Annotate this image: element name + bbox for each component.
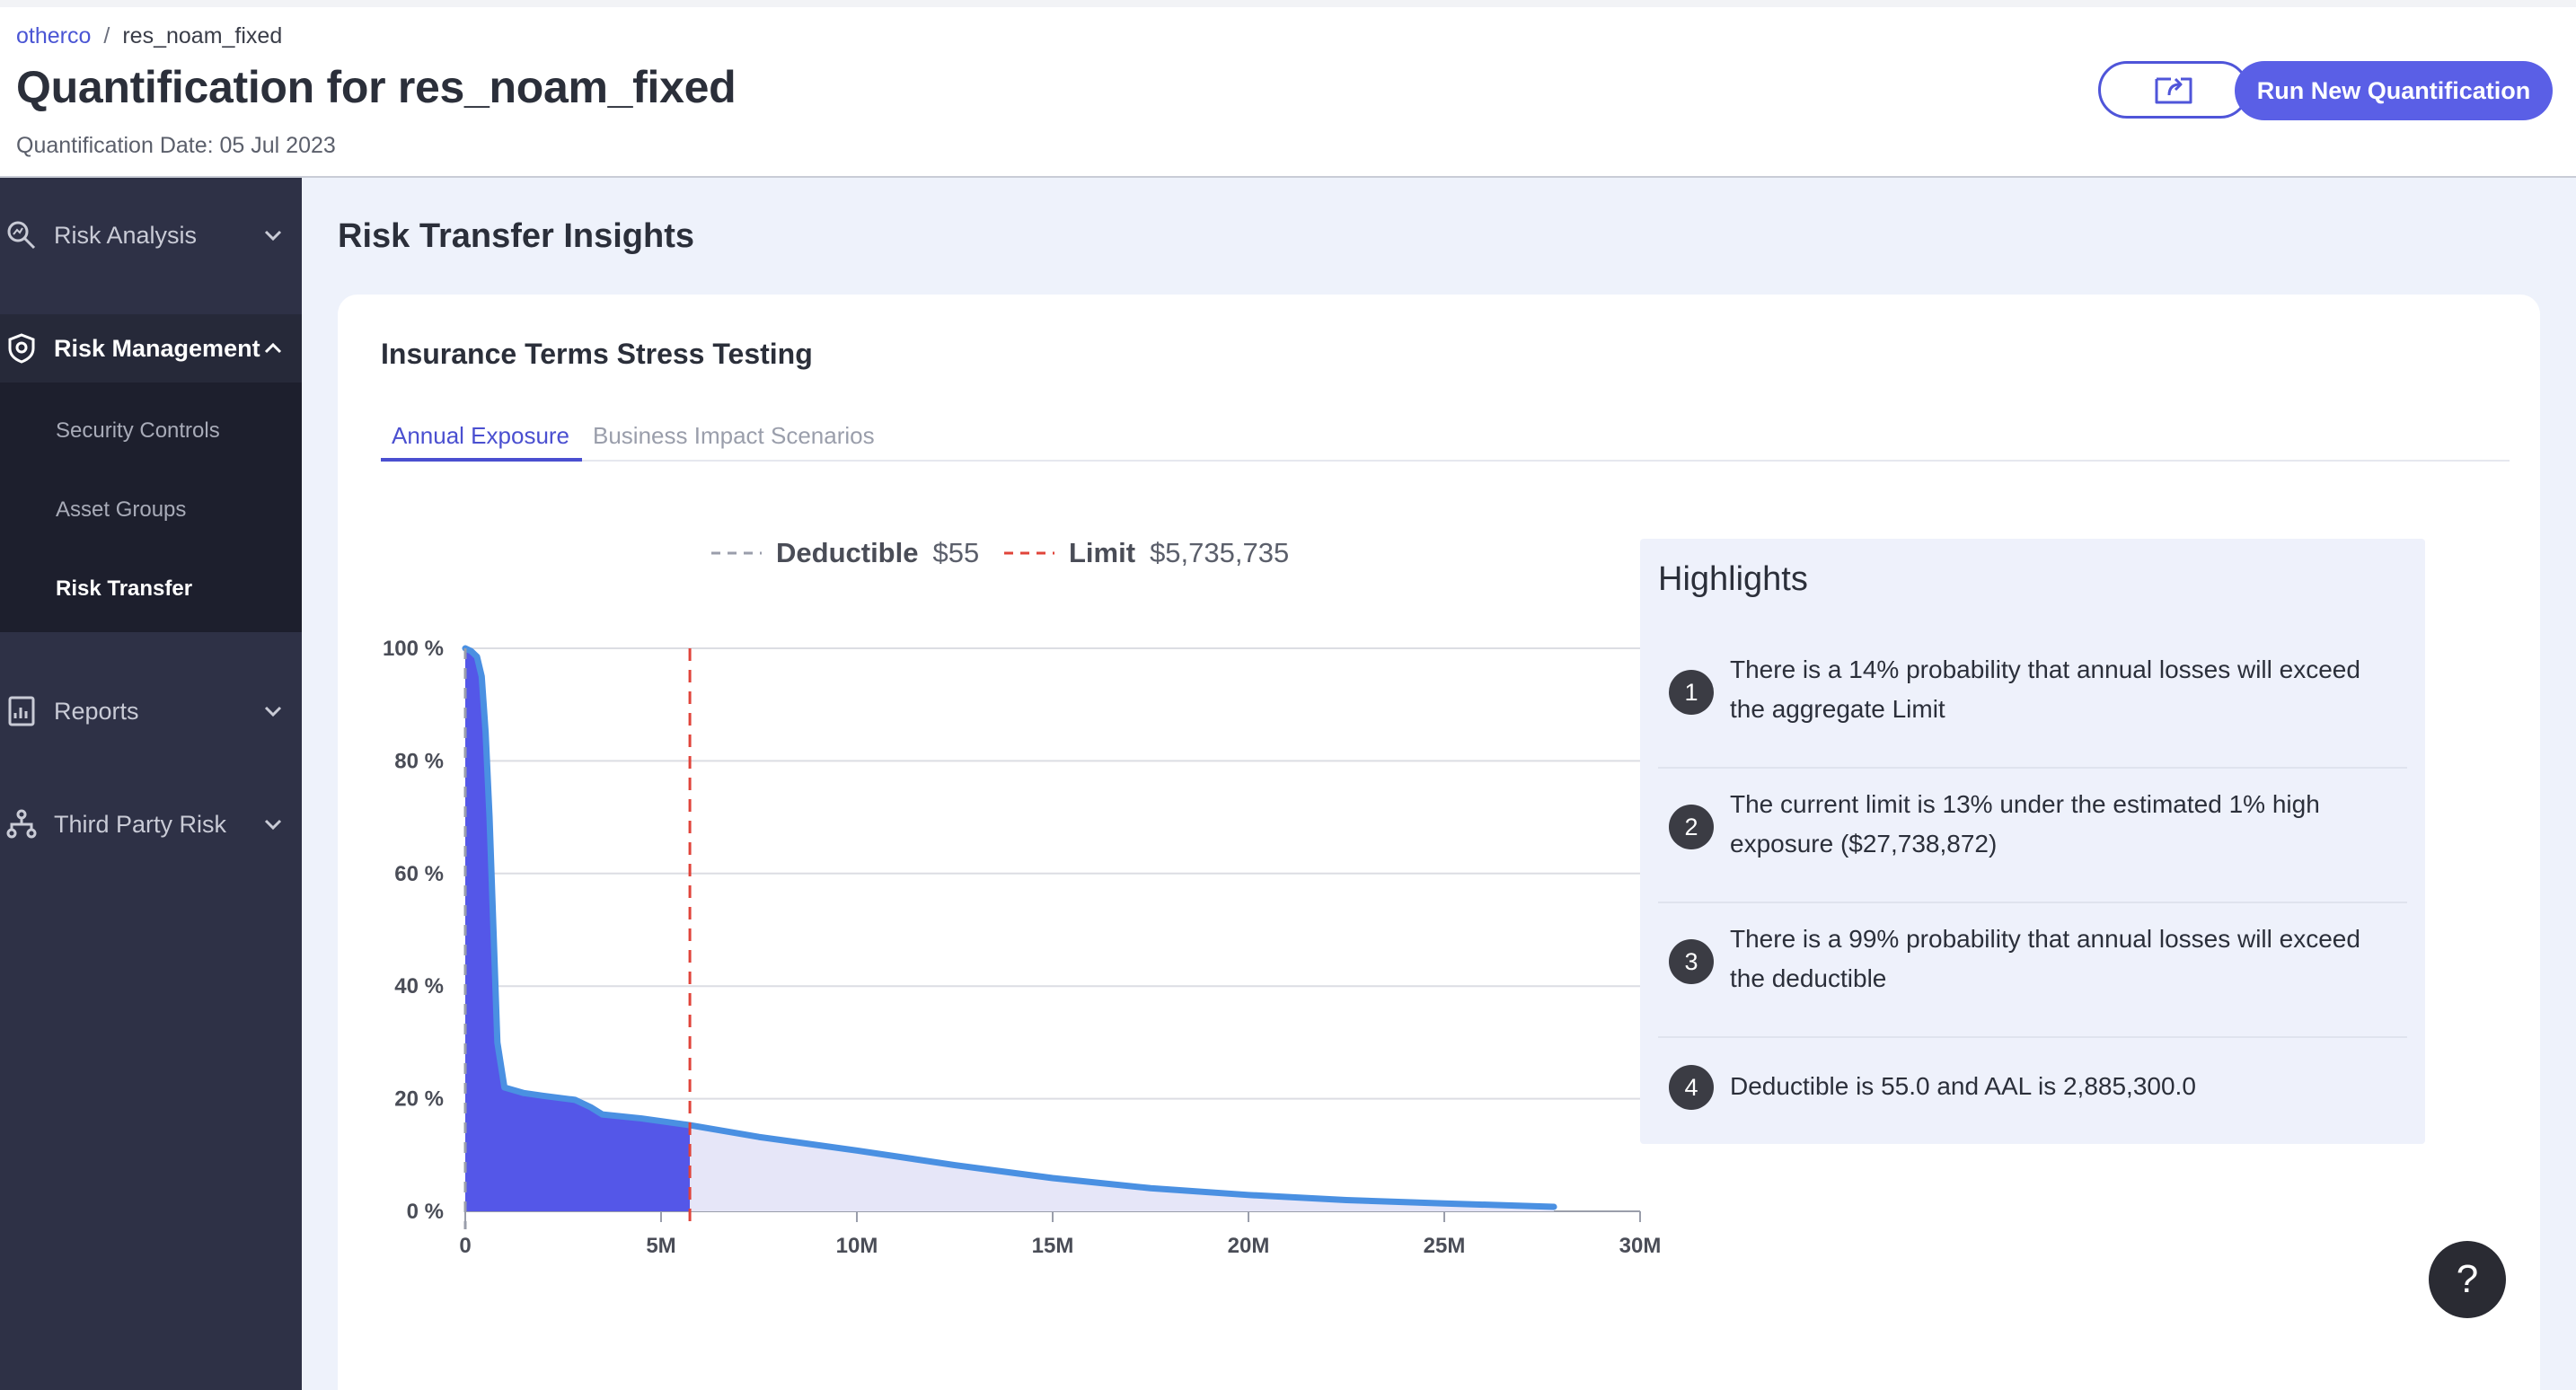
x-tick-label: 5M bbox=[646, 1234, 675, 1258]
section-title: Risk Transfer Insights bbox=[338, 217, 695, 255]
tab-annual-exposure[interactable]: Annual Exposure bbox=[392, 422, 570, 449]
y-tick-label: 0 % bbox=[407, 1200, 444, 1224]
legend-deductible-label: Deductible bbox=[776, 537, 919, 568]
y-tick-label: 20 % bbox=[394, 1087, 444, 1112]
search-analysis-icon bbox=[5, 219, 38, 251]
top-strip bbox=[0, 0, 2576, 7]
highlight-item: 1 There is a 14% probability that annual… bbox=[1658, 634, 2407, 769]
highlights-title: Highlights bbox=[1658, 560, 1808, 598]
covered-area bbox=[465, 648, 691, 1211]
legend-limit[interactable]: Limit $5,735,735 bbox=[1004, 537, 1289, 569]
highlight-number: 2 bbox=[1669, 805, 1714, 849]
risk-management-submenu: Security Controls Asset Groups Risk Tran… bbox=[0, 383, 302, 632]
chevron-down-icon bbox=[262, 224, 284, 246]
sidebar-item-label: Reports bbox=[54, 697, 139, 725]
highlight-text: There is a 99% probability that annual l… bbox=[1730, 925, 2360, 992]
highlight-number: 4 bbox=[1669, 1065, 1714, 1110]
chart-plot: 0 % 20 % 40 % 60 % 80 % 100 % 0 5M 10M 15M 20M 25M 3… bbox=[383, 637, 1662, 1258]
sidebar-item-reports[interactable]: Reports bbox=[0, 677, 302, 745]
stress-testing-card: Insurance Terms Stress Testing Annual Ex… bbox=[338, 295, 2540, 1390]
sidebar-item-label: Risk Management bbox=[54, 334, 260, 362]
breadcrumb-current: res_noam_fixed bbox=[122, 23, 283, 48]
sidebar-item-risk-analysis[interactable]: Risk Analysis bbox=[0, 201, 302, 269]
highlight-item: 4 Deductible is 55.0 and AAL is 2,885,30… bbox=[1658, 1038, 2407, 1137]
x-tick-label: 25M bbox=[1424, 1234, 1466, 1258]
x-tick-label: 10M bbox=[836, 1234, 878, 1258]
highlight-number: 3 bbox=[1669, 939, 1714, 984]
network-icon bbox=[5, 808, 38, 840]
highlights-panel: Highlights 1 There is a 14% probability … bbox=[1640, 539, 2425, 1144]
highlight-item: 3 There is a 99% probability that annual… bbox=[1658, 903, 2407, 1038]
legend-limit-label: Limit bbox=[1069, 537, 1136, 568]
exceedance-curve bbox=[462, 645, 1557, 1210]
main-content: Risk Transfer Insights Insurance Terms S… bbox=[302, 178, 2576, 1390]
shield-icon bbox=[5, 332, 38, 365]
page-title: Quantification for res_noam_fixed bbox=[16, 62, 737, 112]
export-icon bbox=[2151, 68, 2196, 112]
x-tick-label: 0 bbox=[459, 1234, 471, 1258]
breadcrumb: otherco / res_noam_fixed bbox=[16, 23, 282, 49]
sidebar-subitem-security-controls[interactable]: Security Controls bbox=[56, 418, 220, 443]
y-tick-label: 40 % bbox=[394, 974, 444, 999]
tab-bar: Annual Exposure Business Impact Scenario… bbox=[381, 411, 2510, 462]
highlight-text: There is a 14% probability that annual l… bbox=[1730, 655, 2360, 723]
quantification-date: Quantification Date: 05 Jul 2023 bbox=[16, 133, 336, 158]
highlight-item: 2 The current limit is 13% under the est… bbox=[1658, 769, 2407, 903]
chevron-down-icon bbox=[262, 814, 284, 835]
y-tick-label: 60 % bbox=[394, 862, 444, 886]
run-new-quantification-button[interactable]: Run New Quantification bbox=[2235, 61, 2553, 120]
annual-exposure-chart: Deductible $55 Limit $5,735,735 0 % 20 % 4… bbox=[374, 537, 1721, 1372]
legend-limit-value: $5,735,735 bbox=[1150, 537, 1290, 568]
sidebar: Risk Analysis Risk Management Security C… bbox=[0, 178, 302, 1390]
sidebar-item-label: Risk Analysis bbox=[54, 221, 198, 249]
legend-deductible-value: $55 bbox=[932, 537, 980, 568]
highlight-text: The current limit is 13% under the estim… bbox=[1730, 790, 2320, 858]
y-tick-label: 80 % bbox=[394, 749, 444, 773]
highlight-number: 1 bbox=[1669, 670, 1714, 715]
tab-business-impact-scenarios[interactable]: Business Impact Scenarios bbox=[593, 422, 875, 449]
sidebar-item-risk-management[interactable]: Risk Management bbox=[0, 314, 302, 383]
help-button[interactable]: ? bbox=[2429, 1241, 2506, 1318]
report-icon bbox=[5, 695, 38, 727]
highlight-text: Deductible is 55.0 and AAL is 2,885,300.… bbox=[1730, 1072, 2196, 1100]
sidebar-subitem-risk-transfer[interactable]: Risk Transfer bbox=[56, 576, 193, 601]
sidebar-subitem-asset-groups[interactable]: Asset Groups bbox=[56, 497, 187, 522]
chevron-up-icon bbox=[262, 338, 284, 359]
legend-deductible[interactable]: Deductible $55 bbox=[711, 537, 979, 569]
breadcrumb-org-link[interactable]: otherco bbox=[16, 23, 92, 48]
chart-legend: Deductible $55 Limit $5,735,735 bbox=[374, 537, 1721, 573]
y-tick-label: 100 % bbox=[383, 637, 444, 661]
card-title: Insurance Terms Stress Testing bbox=[381, 338, 813, 370]
sidebar-item-label: Third Party Risk bbox=[54, 810, 227, 838]
chevron-down-icon bbox=[262, 700, 284, 722]
page-header: otherco / res_noam_fixed Quantification … bbox=[0, 7, 2576, 178]
active-tab-indicator bbox=[381, 458, 582, 462]
x-tick-label: 20M bbox=[1228, 1234, 1270, 1258]
x-tick-label: 30M bbox=[1619, 1234, 1662, 1258]
legend-limit-swatch bbox=[1004, 551, 1054, 555]
tail-area bbox=[690, 1125, 1555, 1211]
legend-deductible-swatch bbox=[711, 551, 762, 555]
sidebar-item-third-party-risk[interactable]: Third Party Risk bbox=[0, 790, 302, 858]
breadcrumb-separator: / bbox=[103, 23, 110, 48]
export-button[interactable] bbox=[2098, 61, 2249, 119]
x-tick-label: 15M bbox=[1032, 1234, 1074, 1258]
